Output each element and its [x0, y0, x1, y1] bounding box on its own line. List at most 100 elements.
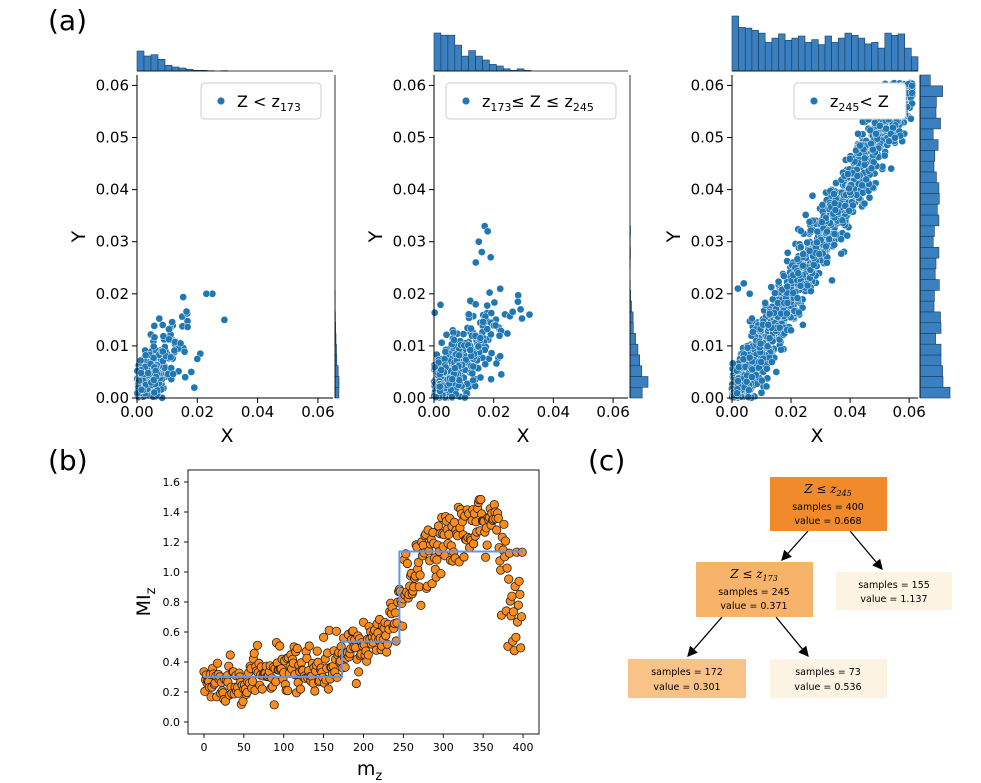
y-tick-label: 0.00: [691, 389, 724, 407]
tree-node-root: Z ≤ z245 samples = 400 value = 0.668: [770, 477, 887, 531]
legend-subscript: 173: [280, 101, 301, 114]
tree-node-left-right-samples: samples = 73: [795, 667, 861, 678]
scatter-point: [757, 388, 766, 397]
histogram-bar: [143, 55, 152, 72]
tree-node-root-value: value = 0.668: [794, 516, 861, 527]
tree-node-left-condition: Z ≤ z173: [729, 567, 778, 583]
histogram-bar: [824, 35, 832, 72]
x-tick-label: 350: [473, 741, 494, 754]
histogram-bar: [751, 29, 759, 72]
mi-point: [212, 658, 223, 668]
scatter-point: [150, 388, 159, 397]
tree-edge-left-left: [687, 616, 723, 657]
scatter-point: [796, 281, 805, 290]
histogram-bar: [629, 386, 643, 399]
histogram-bar: [744, 27, 753, 72]
scatter-point: [885, 137, 893, 146]
histogram-bar: [171, 66, 180, 72]
scatter-point: [483, 301, 492, 310]
scatter-point: [442, 330, 451, 339]
scatter-point: [487, 349, 496, 357]
histogram-bar: [778, 33, 786, 72]
scatter-point: [793, 255, 802, 263]
scatter-point: [818, 201, 827, 209]
mi-point: [515, 589, 525, 600]
scatter-point: [441, 347, 450, 356]
scatter-point: [476, 334, 485, 342]
mi-point: [323, 684, 333, 694]
scatter-point: [728, 359, 737, 368]
tree-node-right-samples: samples = 155: [858, 580, 930, 591]
scatter-point: [144, 369, 152, 377]
histogram-bar: [844, 32, 852, 72]
scatter-point: [796, 243, 805, 251]
histogram-bar: [804, 42, 812, 72]
scatter-point: [815, 250, 824, 258]
scatter-point: [183, 323, 192, 331]
scatter-point: [745, 289, 754, 298]
scatter-point: [794, 269, 803, 278]
scatter-point: [744, 393, 753, 401]
y-tick-label: 0.04: [393, 181, 426, 199]
scatter-point: [865, 193, 874, 202]
histogram-bar: [791, 37, 799, 72]
scatter-point: [150, 333, 159, 342]
x-axis-label: X: [516, 425, 529, 447]
tree-node-left-right-box: [770, 659, 887, 698]
mi-point: [476, 494, 486, 505]
y-tick-label: 0.02: [691, 285, 724, 303]
mi-point: [492, 525, 502, 535]
scatter-point: [761, 299, 770, 307]
scatter-point: [496, 284, 505, 293]
y-tick-label: 0.00: [96, 389, 129, 407]
histogram-bar: [629, 343, 639, 356]
histogram-bar: [904, 47, 912, 72]
histogram-bar: [475, 55, 483, 72]
y-axis-label: Y: [365, 230, 387, 243]
legend-label: Z < z173: [237, 92, 301, 114]
mi-point: [513, 600, 523, 610]
y-tick-label: 0.02: [96, 285, 129, 303]
x-axis-label: mz: [357, 758, 383, 783]
x-tick-label: 0.04: [241, 403, 274, 421]
legend-marker: [810, 97, 818, 105]
scatter-point: [803, 281, 812, 290]
scatter-point: [837, 249, 846, 258]
scatter-point: [440, 355, 449, 363]
scatter-point: [455, 351, 463, 360]
y-tick-label: 0.4: [163, 656, 181, 669]
scatter-point: [451, 364, 459, 373]
scatter-points: [133, 289, 229, 402]
scatter-point: [518, 314, 526, 323]
scatter-point: [468, 369, 477, 378]
scatter-point: [891, 133, 899, 142]
histogram-bar: [919, 376, 944, 388]
mi-point: [363, 650, 373, 660]
legend-subscript: 245: [573, 101, 594, 114]
mi-point: [249, 648, 259, 659]
scatter-point: [887, 164, 896, 173]
scatter-point: [514, 297, 522, 306]
scatter-point: [430, 308, 439, 317]
scatter-point: [849, 201, 857, 210]
x-tick-label: 0.06: [596, 403, 629, 421]
scatter-point: [739, 355, 748, 364]
histogram-bar: [468, 50, 476, 72]
scatter-point: [801, 211, 810, 219]
y-tick-label: 0.02: [393, 285, 426, 303]
mi-point: [416, 600, 426, 611]
scatter-point: [734, 284, 742, 293]
tree-node-left-left-value: value = 0.301: [653, 682, 720, 693]
scatter-point: [181, 373, 190, 382]
mi-point: [381, 647, 392, 657]
histogram-bar: [454, 44, 462, 72]
scatter-point: [866, 126, 875, 135]
scatter-point: [803, 238, 812, 247]
mi-point: [514, 576, 524, 586]
y-tick-label: 0.01: [691, 337, 724, 355]
tree-node-root-box: [770, 477, 887, 531]
histogram-bar: [919, 214, 940, 227]
legend-box: [200, 82, 322, 120]
scatter-point: [436, 300, 445, 309]
y-tick-label: 0.05: [96, 129, 129, 147]
